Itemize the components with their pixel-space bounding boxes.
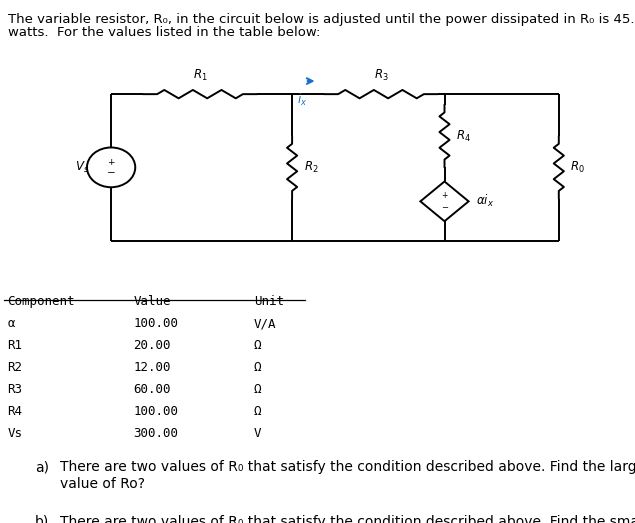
Text: 100.00: 100.00 (133, 405, 178, 418)
Text: $V_s$: $V_s$ (75, 160, 89, 175)
Text: a): a) (35, 460, 49, 474)
Text: $R_4$: $R_4$ (456, 129, 471, 143)
Text: V/A: V/A (254, 317, 276, 331)
Text: There are two values of R₀ that satisfy the condition described above. Find the : There are two values of R₀ that satisfy … (60, 515, 635, 523)
Text: R3: R3 (8, 383, 23, 396)
Text: 12.00: 12.00 (133, 361, 171, 374)
Text: $i_x$: $i_x$ (297, 92, 307, 108)
Text: 100.00: 100.00 (133, 317, 178, 331)
Text: R2: R2 (8, 361, 23, 374)
Text: value of Ro?: value of Ro? (60, 477, 145, 492)
Text: $R_1$: $R_1$ (192, 67, 208, 83)
Text: $R_3$: $R_3$ (373, 67, 389, 83)
Text: +: + (441, 190, 448, 200)
Text: b): b) (35, 515, 49, 523)
Text: 20.00: 20.00 (133, 339, 171, 353)
Text: Vs: Vs (8, 427, 23, 440)
Text: Component: Component (8, 295, 75, 309)
Text: Ω: Ω (254, 405, 262, 418)
Text: +: + (107, 157, 115, 167)
Text: Ω: Ω (254, 383, 262, 396)
Text: $\alpha i_x$: $\alpha i_x$ (476, 194, 494, 209)
Text: V: V (254, 427, 262, 440)
Text: α: α (8, 317, 15, 331)
Text: Value: Value (133, 295, 171, 309)
Text: −: − (107, 167, 116, 178)
Text: Unit: Unit (254, 295, 284, 309)
Text: R4: R4 (8, 405, 23, 418)
Text: There are two values of R₀ that satisfy the condition described above. Find the : There are two values of R₀ that satisfy … (60, 460, 635, 474)
Text: watts.  For the values listed in the table below:: watts. For the values listed in the tabl… (8, 26, 320, 39)
Text: $R_0$: $R_0$ (570, 160, 585, 175)
Text: Ω: Ω (254, 339, 262, 353)
Text: 60.00: 60.00 (133, 383, 171, 396)
Text: The variable resistor, R₀, in the circuit below is adjusted until the power diss: The variable resistor, R₀, in the circui… (8, 13, 635, 26)
Text: $R_2$: $R_2$ (304, 160, 318, 175)
Text: 300.00: 300.00 (133, 427, 178, 440)
Text: R1: R1 (8, 339, 23, 353)
Text: Ω: Ω (254, 361, 262, 374)
Text: −: − (441, 203, 448, 212)
